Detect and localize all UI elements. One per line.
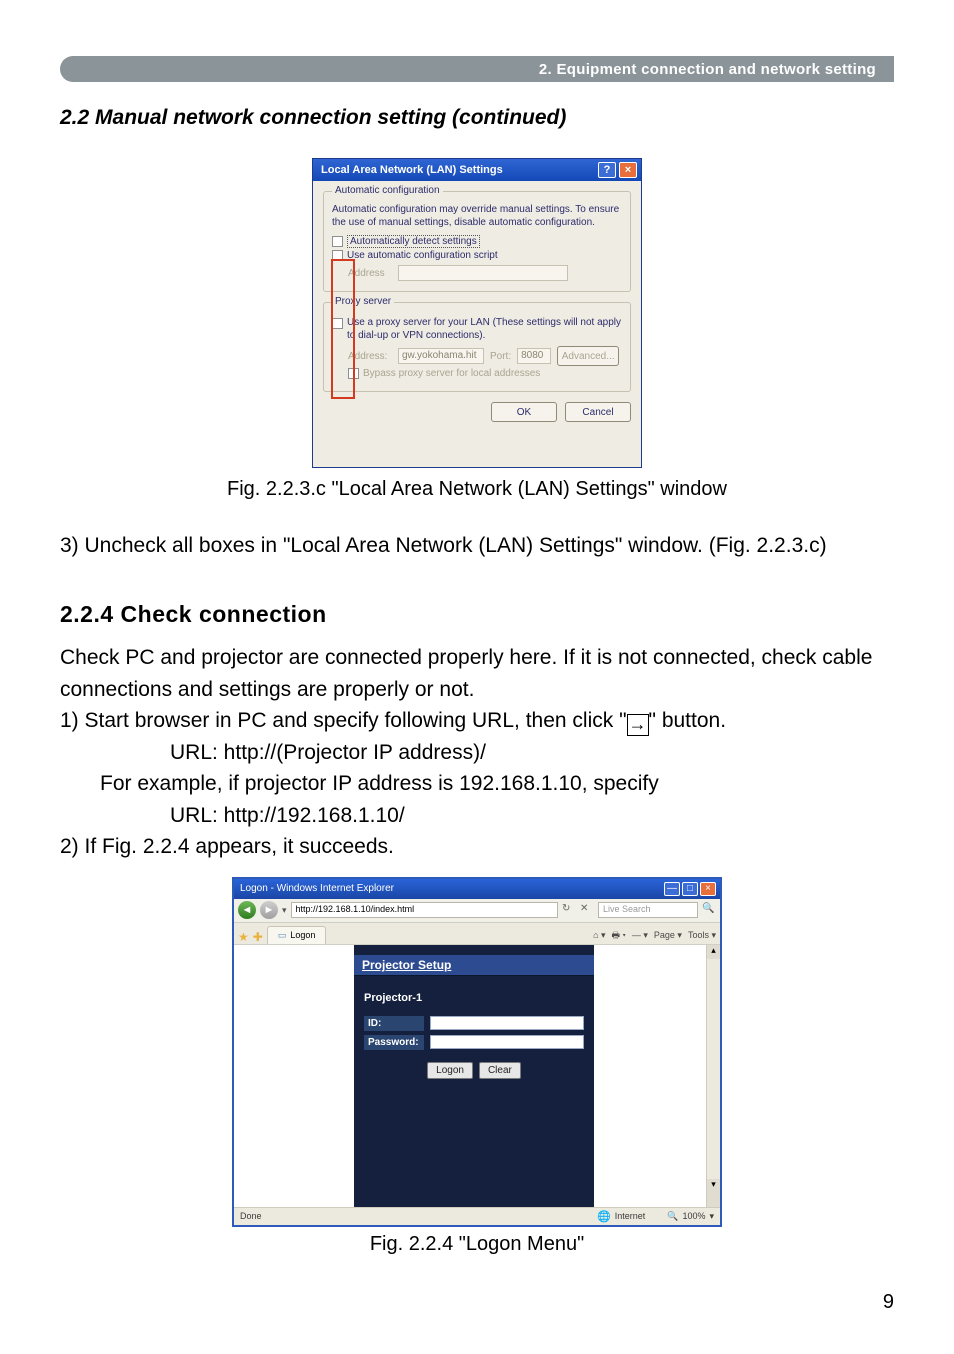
- auto-detect-checkbox[interactable]: [332, 236, 343, 247]
- tab-label: Logon: [290, 930, 315, 940]
- address-label: Address: [348, 268, 392, 279]
- check-line-6: 2) If Fig. 2.2.4 appears, it succeeds.: [60, 831, 894, 863]
- chapter-header-text: 2. Equipment connection and network sett…: [539, 61, 876, 78]
- body-text-step3: 3) Uncheck all boxes in "Local Area Netw…: [60, 531, 894, 561]
- stop-icon[interactable]: ✕: [580, 903, 594, 917]
- caption-lan: Fig. 2.2.3.c "Local Area Network (LAN) S…: [60, 478, 894, 501]
- check-line-4: For example, if projector IP address is …: [100, 768, 894, 800]
- window-close-icon[interactable]: ×: [700, 882, 716, 896]
- zoom-dropdown-icon[interactable]: ▾: [709, 1211, 714, 1222]
- projector-name: Projector-1: [354, 976, 594, 1014]
- proxy-address-label: Address:: [348, 351, 392, 362]
- page-menu[interactable]: Page ▾: [654, 930, 682, 941]
- advanced-button[interactable]: Advanced...: [557, 346, 619, 366]
- globe-icon: 🌐: [597, 1210, 611, 1223]
- tools-menu[interactable]: Tools ▾: [688, 930, 716, 941]
- close-icon[interactable]: ×: [619, 162, 637, 178]
- caption-logon: Fig. 2.2.4 "Logon Menu": [60, 1233, 894, 1256]
- browser-tabrow: ★ ✚ ▭ Logon ⌂ ▾ 🖶 ▾ — ▾ Page ▾ Tools ▾: [234, 923, 720, 945]
- logon-button[interactable]: Logon: [427, 1062, 473, 1079]
- tab-logon[interactable]: ▭ Logon: [267, 926, 327, 944]
- zoom-value: 100%: [682, 1211, 705, 1221]
- check-line-2: 1) Start browser in PC and specify follo…: [60, 705, 894, 737]
- bypass-checkbox[interactable]: [348, 368, 359, 379]
- check-line-1: Check PC and projector are connected pro…: [60, 642, 894, 705]
- refresh-icon[interactable]: ↻: [562, 903, 576, 917]
- maximize-icon[interactable]: □: [682, 882, 698, 896]
- setup-title: Projector Setup: [354, 955, 594, 976]
- search-input[interactable]: Live Search: [598, 902, 698, 918]
- chapter-header: 2. Equipment connection and network sett…: [60, 56, 894, 82]
- password-input[interactable]: [430, 1035, 584, 1049]
- print-icon[interactable]: — ▾: [632, 930, 648, 941]
- lan-titlebar: Local Area Network (LAN) Settings ? ×: [313, 159, 641, 181]
- content-right: ▴ ▾: [594, 945, 720, 1207]
- id-input[interactable]: [430, 1016, 584, 1030]
- proxy-group: Proxy server Use a proxy server for your…: [323, 302, 631, 392]
- scroll-up-icon[interactable]: ▴: [707, 945, 720, 959]
- minimize-icon[interactable]: —: [664, 882, 680, 896]
- proxy-label: Use a proxy server for your LAN (These s…: [347, 317, 622, 342]
- status-done: Done: [240, 1211, 262, 1221]
- auto-config-title: Automatic configuration: [332, 185, 443, 196]
- page-number: 9: [883, 1291, 894, 1314]
- logon-browser-window: Logon - Windows Internet Explorer — □ × …: [232, 877, 722, 1227]
- resize-grip-icon[interactable]: [707, 1193, 720, 1207]
- back-icon[interactable]: ◄: [238, 901, 256, 919]
- cancel-button[interactable]: Cancel: [565, 402, 631, 422]
- proxy-port-label: Port:: [490, 351, 511, 362]
- browser-statusbar: Done 🌐 Internet 🔍 100% ▾: [234, 1207, 720, 1225]
- help-icon[interactable]: ?: [598, 162, 616, 178]
- auto-script-checkbox[interactable]: [332, 250, 343, 261]
- check-paragraph: Check PC and projector are connected pro…: [60, 642, 894, 863]
- browser-content: Projector Setup Projector-1 ID: Password…: [234, 945, 720, 1207]
- scrollbar[interactable]: ▴ ▾: [706, 945, 720, 1207]
- browser-navbar: ◄ ► ▾ http://192.168.1.10/index.html ↻ ✕…: [234, 899, 720, 923]
- auto-address-input[interactable]: [398, 265, 568, 281]
- proxy-port-input[interactable]: 8080: [517, 348, 551, 364]
- go-arrow-icon: →: [627, 714, 649, 736]
- browser-titlebar: Logon - Windows Internet Explorer — □ ×: [234, 879, 720, 899]
- ok-button[interactable]: OK: [491, 402, 557, 422]
- zone-label: Internet: [615, 1211, 646, 1221]
- check-line-5: URL: http://192.168.1.10/: [170, 800, 894, 832]
- auto-script-label: Use automatic configuration script: [347, 250, 498, 261]
- section-heading: 2.2 Manual network connection setting (c…: [60, 106, 894, 130]
- bypass-label: Bypass proxy server for local addresses: [363, 368, 540, 379]
- id-label: ID:: [364, 1016, 424, 1031]
- lan-title: Local Area Network (LAN) Settings: [321, 164, 503, 176]
- auto-config-desc: Automatic configuration may override man…: [332, 204, 622, 229]
- add-fav-icon[interactable]: ✚: [253, 930, 263, 944]
- proxy-title: Proxy server: [332, 296, 394, 307]
- proxy-address-input[interactable]: gw.yokohama.hit: [398, 348, 484, 364]
- auto-detect-label: Automatically detect settings: [347, 235, 480, 248]
- lan-body: Automatic configuration Automatic config…: [313, 181, 641, 436]
- content-left: [234, 945, 354, 1207]
- feeds-icon[interactable]: 🖶 ▾: [612, 928, 626, 944]
- scroll-down-icon[interactable]: ▾: [707, 1179, 720, 1193]
- auto-config-group: Automatic configuration Automatic config…: [323, 191, 631, 292]
- clear-button[interactable]: Clear: [479, 1062, 521, 1079]
- zoom-icon[interactable]: 🔍: [667, 1211, 678, 1222]
- lan-settings-dialog: Local Area Network (LAN) Settings ? × Au…: [312, 158, 642, 468]
- sub-heading-224: 2.2.4 Check connection: [60, 601, 894, 628]
- projector-setup-panel: Projector Setup Projector-1 ID: Password…: [354, 945, 594, 1207]
- browser-title: Logon - Windows Internet Explorer: [240, 883, 394, 894]
- forward-icon[interactable]: ►: [260, 901, 278, 919]
- proxy-checkbox[interactable]: [332, 318, 343, 329]
- home-icon[interactable]: ⌂ ▾: [593, 930, 605, 941]
- address-bar[interactable]: http://192.168.1.10/index.html: [291, 902, 558, 918]
- tab-page-icon: ▭: [278, 930, 287, 941]
- search-icon[interactable]: 🔍: [702, 903, 716, 917]
- password-label: Password:: [364, 1035, 424, 1050]
- check-line-3: URL: http://(Projector IP address)/: [170, 737, 894, 769]
- fav-star-icon[interactable]: ★: [238, 930, 249, 944]
